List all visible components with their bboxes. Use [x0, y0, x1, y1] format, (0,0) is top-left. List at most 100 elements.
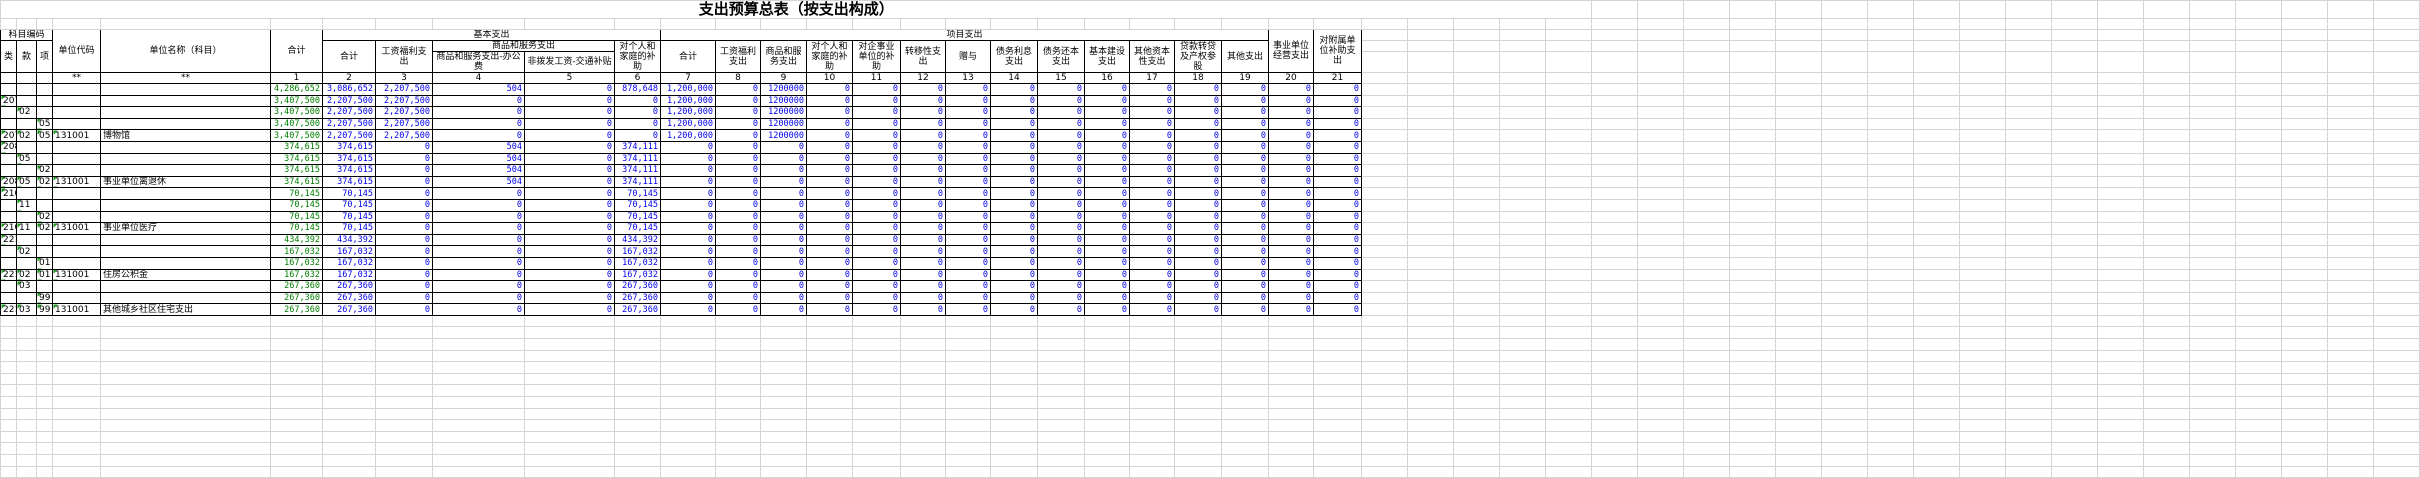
empty-cell	[1775, 152, 1823, 166]
empty-cell	[1821, 117, 1869, 131]
amount-cell: 0	[1129, 256, 1175, 270]
amount-cell: 0	[1313, 106, 1362, 119]
empty-cell	[900, 465, 946, 478]
empty-cell	[1683, 338, 1731, 351]
empty-cell	[945, 361, 991, 374]
empty-cell	[2327, 465, 2375, 478]
empty-cell	[2005, 384, 2053, 398]
empty-cell	[2327, 29, 2375, 41]
unit-name-cell: 博物馆	[100, 129, 271, 142]
empty-cell	[1775, 175, 1823, 189]
amount-cell: 0	[660, 291, 716, 305]
amount-cell: 0	[1174, 256, 1222, 270]
empty-cell	[2281, 454, 2329, 467]
table-row: 221434,392434,392000434,3920000000000000…	[0, 233, 2420, 247]
empty-cell	[1729, 51, 1777, 73]
empty-cell	[1221, 419, 1269, 432]
empty-cell	[660, 18, 716, 30]
empty-cell	[2373, 233, 2420, 247]
amount-cell: 0	[990, 222, 1038, 235]
empty-cell	[1407, 454, 1454, 467]
empty-cell	[2373, 465, 2420, 478]
column-number: 13	[945, 72, 991, 84]
empty-cell	[1407, 396, 1454, 409]
empty-cell	[1775, 442, 1823, 455]
unit-name-cell	[100, 280, 271, 293]
amount-cell: 0	[1221, 268, 1269, 282]
amount-cell: 0	[945, 210, 991, 224]
amount-cell: 0	[715, 256, 761, 270]
empty-cell	[524, 465, 615, 478]
amount-cell: 0	[945, 222, 991, 235]
empty-cell	[1313, 326, 1362, 340]
empty-cell	[2327, 291, 2375, 305]
empty-cell	[2005, 245, 2053, 258]
empty-cell	[2189, 349, 2237, 363]
amount-cell: 0	[1129, 175, 1175, 189]
empty-cell	[2281, 338, 2329, 351]
empty-cell	[1313, 349, 1362, 363]
empty-cell	[715, 430, 761, 444]
empty-cell	[2235, 83, 2283, 96]
empty-cell	[1959, 349, 2007, 363]
empty-cell	[2327, 326, 2375, 340]
amount-cell: 0	[945, 291, 991, 305]
empty-cell	[432, 396, 525, 409]
empty-cell	[2235, 454, 2283, 467]
amount-cell: 0	[375, 140, 433, 154]
empty-cell	[1453, 106, 1500, 119]
amount-cell: 0	[715, 129, 761, 142]
amount-cell: 0	[945, 175, 991, 189]
empty-cell	[852, 338, 901, 351]
amount-cell: 0	[945, 245, 991, 258]
amount-cell: 0	[1313, 140, 1362, 154]
empty-cell	[1591, 430, 1639, 444]
empty-cell	[375, 361, 433, 374]
amount-cell: 167,032	[614, 245, 661, 258]
header-cell: 转移性支出	[900, 40, 946, 73]
empty-cell	[1544, 106, 1593, 119]
empty-cell	[2051, 396, 2099, 409]
empty-cell	[100, 396, 271, 409]
empty-cell	[1407, 245, 1454, 258]
empty-cell	[1453, 210, 1500, 224]
code-cell	[52, 152, 101, 166]
empty-cell	[270, 407, 323, 421]
empty-cell	[1591, 314, 1639, 328]
empty-cell	[1453, 40, 1500, 52]
empty-cell	[2189, 187, 2237, 200]
amount-cell: 0	[432, 233, 525, 247]
empty-cell	[660, 442, 716, 455]
empty-cell	[2235, 72, 2283, 84]
empty-cell	[2005, 164, 2053, 177]
empty-cell	[990, 326, 1038, 340]
empty-cell	[1037, 372, 1085, 386]
amount-cell: 0	[1221, 175, 1269, 189]
amount-cell: 0	[852, 117, 901, 131]
empty-cell	[322, 419, 376, 432]
empty-cell	[432, 442, 525, 455]
empty-cell	[1683, 419, 1731, 432]
empty-cell	[760, 372, 807, 386]
amount-cell: 70,145	[322, 187, 376, 200]
empty-cell	[16, 326, 37, 340]
empty-cell	[432, 384, 525, 398]
amount-cell: 1,200,000	[660, 83, 716, 96]
amount-cell: 0	[432, 256, 525, 270]
empty-cell	[1959, 51, 2007, 73]
empty-cell	[270, 372, 323, 386]
empty-cell	[1913, 396, 1961, 409]
amount-cell: 0	[852, 280, 901, 293]
empty-cell	[2189, 233, 2237, 247]
empty-cell	[432, 419, 525, 432]
empty-cell	[1591, 372, 1639, 386]
amount-cell: 0	[852, 152, 901, 166]
amount-cell: 0	[760, 291, 807, 305]
empty-cell	[1544, 164, 1593, 177]
empty-cell	[1544, 187, 1593, 200]
empty-cell	[945, 349, 991, 363]
empty-cell	[2281, 245, 2329, 258]
amount-cell: 0	[660, 222, 716, 235]
amount-cell: 167,032	[322, 245, 376, 258]
empty-cell	[375, 396, 433, 409]
